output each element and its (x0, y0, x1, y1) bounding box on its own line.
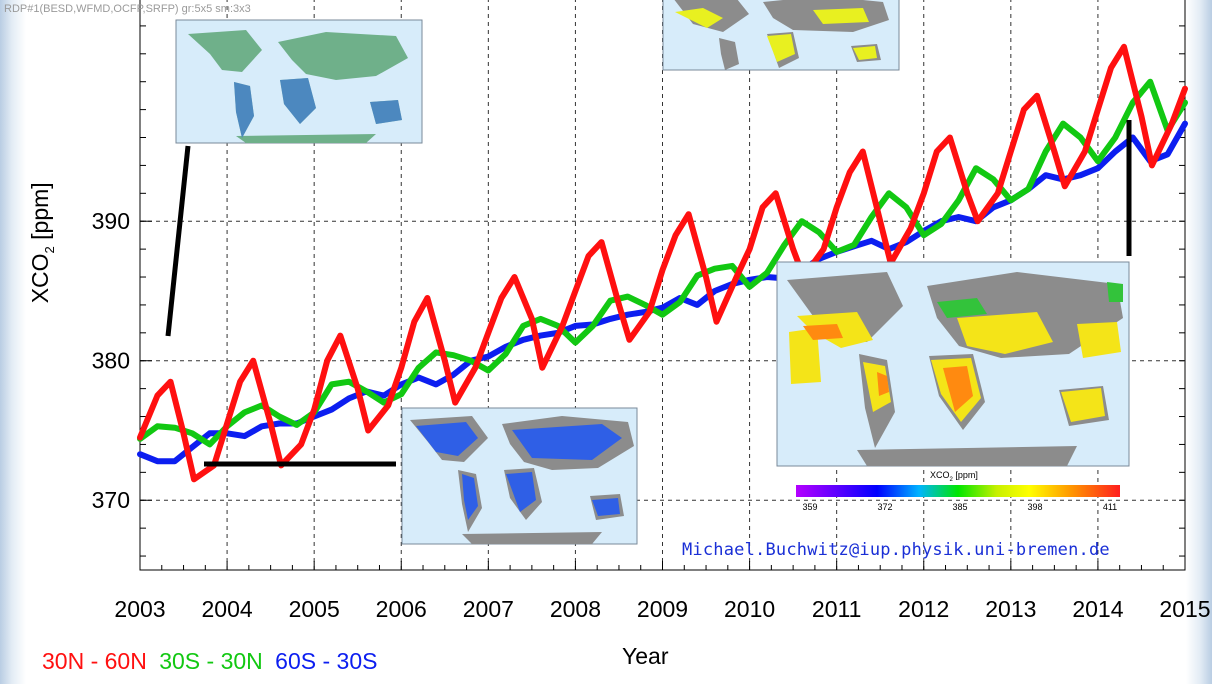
x-tick-label-2015: 2015 (1159, 596, 1210, 622)
x-tick-label-2010: 2010 (724, 596, 775, 622)
y-tick-label-390: 390 (92, 208, 130, 234)
x-axis-label: Year (622, 643, 668, 670)
inset-map-2009 (663, 0, 899, 70)
legend-item-30s-30n: 30S - 30N (159, 648, 263, 674)
colorbar-tick-385: 385 (952, 502, 967, 512)
x-tick-label-2011: 2011 (812, 596, 861, 622)
colorbar: 359 372 385 398 411 (796, 485, 1120, 512)
contact-email-link[interactable]: Michael.Buchwitz@iup.physik.uni-bremen.d… (682, 540, 1110, 560)
inset-map-2006 (402, 408, 637, 544)
x-tick-label-2006: 2006 (376, 596, 427, 622)
y-axis-label: XCO2 [ppm] (27, 163, 57, 323)
colorbar-ticks: 359 372 385 398 411 (802, 502, 1117, 512)
colorbar-title-unit: [ppm] (953, 470, 978, 480)
legend-item-60s-30s: 60S - 30S (275, 648, 377, 674)
colorbar-title-main: XCO (930, 470, 950, 480)
x-tick-label-2009: 2009 (637, 596, 688, 622)
y-tick-label-370: 370 (92, 487, 130, 513)
inset-map-2003 (176, 20, 422, 143)
colorbar-title: XCO2 [ppm] (930, 470, 978, 483)
x-tick-label-2012: 2012 (898, 596, 949, 622)
colorbar-tick-372: 372 (877, 502, 892, 512)
colorbar-tick-359: 359 (802, 502, 817, 512)
y-axis-label-unit: [ppm] (27, 182, 53, 246)
x-tick-label-2004: 2004 (201, 596, 252, 622)
header-note: RDP#1(BESD,WFMD,OCFP,SRFP) gr:5x5 sm:3x3 (4, 3, 251, 15)
x-tick-label-2013: 2013 (985, 596, 1036, 622)
y-axis-label-sub: 2 (42, 246, 57, 253)
connector-line-2003 (168, 146, 188, 336)
y-axis-label-main: XCO (27, 253, 53, 303)
colorbar-tick-398: 398 (1027, 502, 1042, 512)
x-tick-label-2003: 2003 (114, 596, 165, 622)
x-tick-label-2007: 2007 (463, 596, 514, 622)
inset-map-2014 (777, 262, 1129, 466)
legend: 30N - 60N 30S - 30N 60S - 30S (42, 648, 383, 675)
x-tick-label-2014: 2014 (1072, 596, 1123, 622)
colorbar-gradient (796, 485, 1120, 497)
y-tick-label-380: 380 (92, 348, 130, 374)
x-tick-label-2005: 2005 (289, 596, 340, 622)
x-tick-label-2008: 2008 (550, 596, 601, 622)
colorbar-tick-411: 411 (1103, 502, 1117, 512)
legend-item-30n-60n: 30N - 60N (42, 648, 147, 674)
